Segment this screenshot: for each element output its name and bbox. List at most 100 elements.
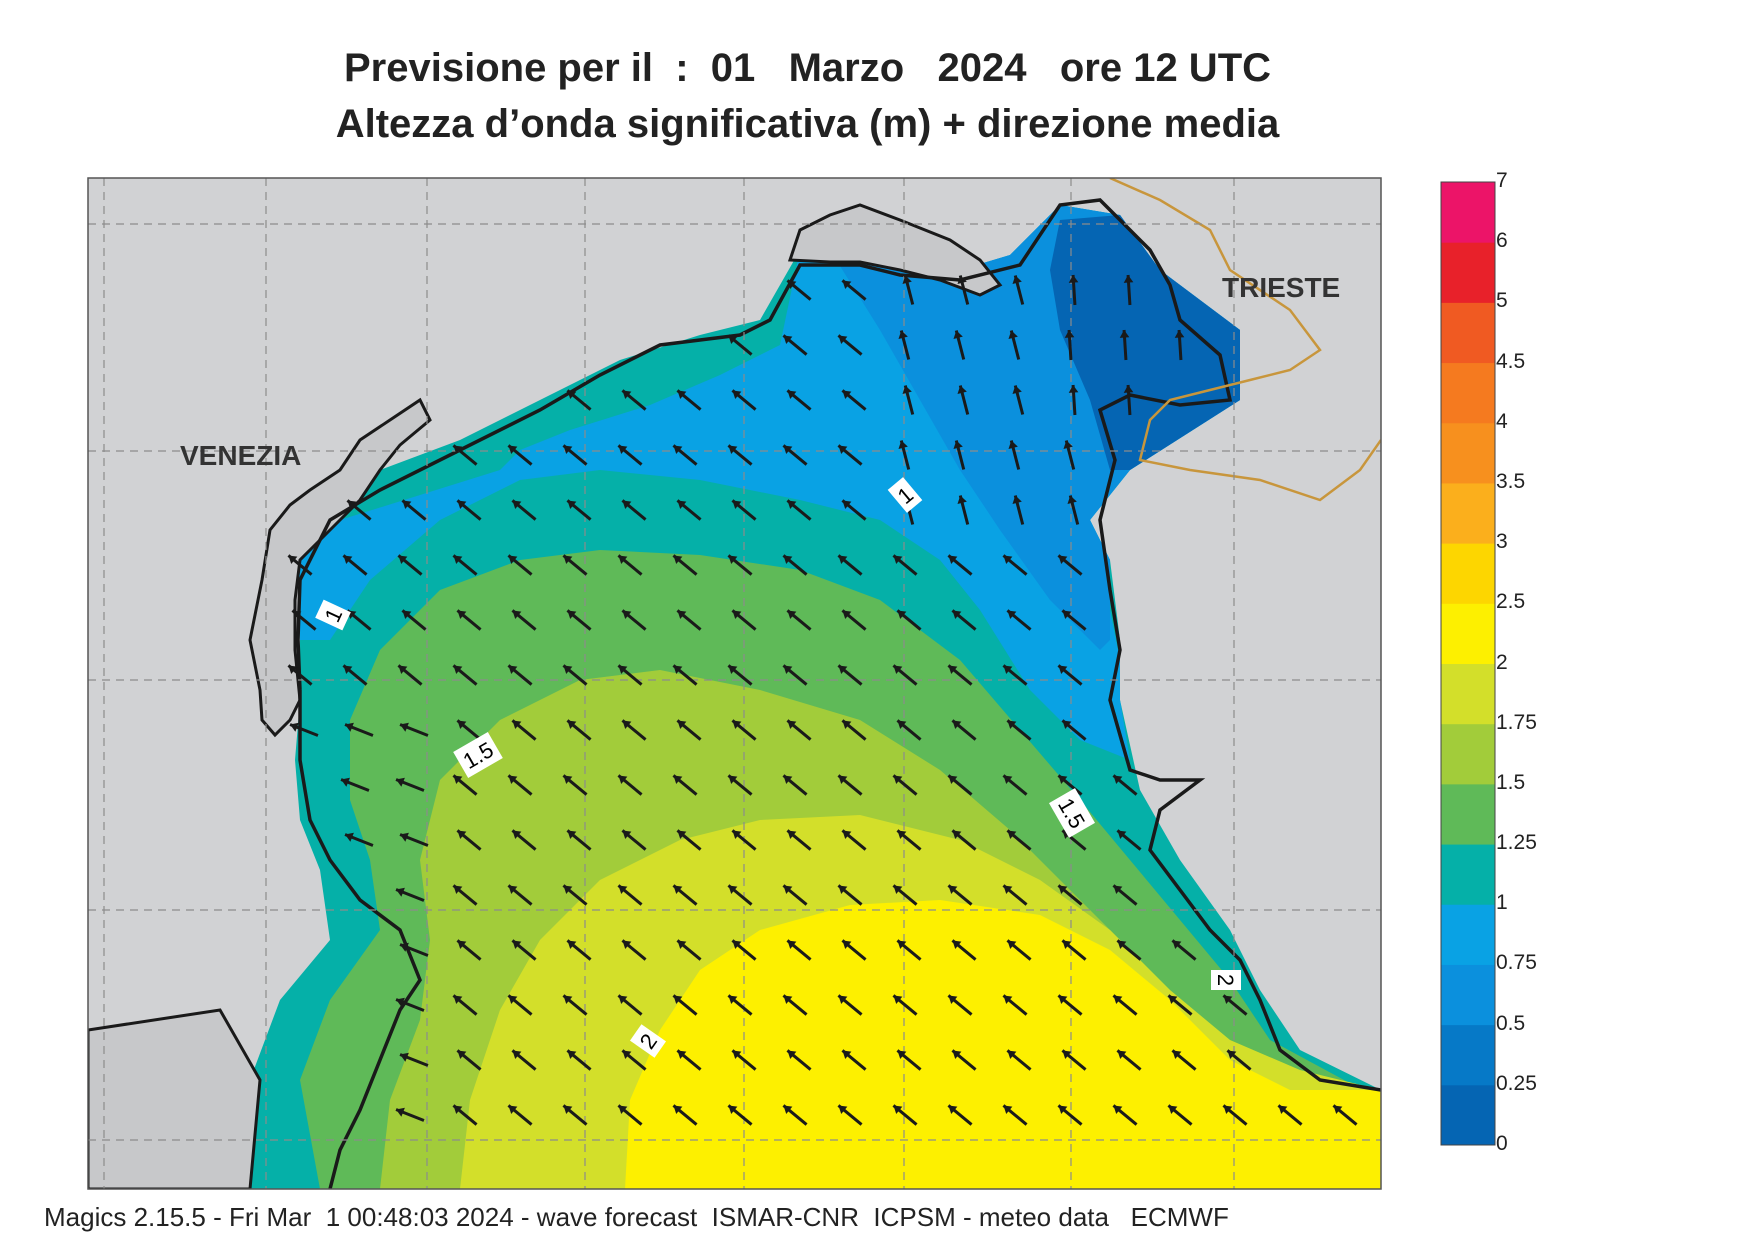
direction-arrow — [1002, 884, 1028, 906]
direction-arrow — [953, 330, 966, 360]
direction-arrow — [1061, 609, 1087, 631]
direction-arrow — [399, 942, 429, 957]
direction-arrow — [782, 444, 808, 466]
direction-arrow — [841, 279, 867, 301]
colorbar-swatch — [1441, 1024, 1495, 1086]
colorbar-swatch — [1441, 1084, 1495, 1146]
colorbar-swatch — [1441, 543, 1495, 604]
direction-arrow — [676, 1049, 702, 1071]
direction-arrow — [786, 829, 812, 851]
direction-arrow — [837, 554, 863, 576]
direction-arrow — [892, 884, 918, 906]
direction-arrow — [507, 554, 533, 576]
colorbar-tick-label: 2 — [1496, 650, 1508, 674]
colorbar-swatch — [1441, 603, 1495, 664]
country-border — [1109, 178, 1381, 502]
direction-arrow — [947, 1104, 973, 1126]
direction-arrow — [346, 499, 372, 521]
direction-arrow — [511, 1049, 537, 1071]
direction-arrow — [902, 275, 915, 305]
map-frame — [87, 177, 1382, 1190]
direction-arrow — [287, 554, 313, 576]
direction-arrow — [727, 774, 753, 796]
direction-arrow — [1006, 1049, 1032, 1071]
direction-arrow — [727, 444, 753, 466]
direction-arrow — [841, 499, 867, 521]
direction-arrow — [898, 330, 911, 360]
direction-arrow — [621, 499, 647, 521]
direction-arrow — [782, 554, 808, 576]
direction-arrow — [456, 939, 482, 961]
direction-arrow — [395, 777, 425, 792]
direction-arrow — [1002, 664, 1028, 686]
direction-arrow — [1116, 939, 1142, 961]
direction-arrow — [947, 994, 973, 1016]
direction-arrow — [1068, 384, 1079, 416]
direction-arrow — [727, 994, 753, 1016]
direction-arrow — [452, 774, 478, 796]
direction-arrow — [401, 499, 427, 521]
direction-arrow — [1057, 994, 1083, 1016]
direction-arrow — [617, 994, 643, 1016]
direction-arrow — [1332, 1104, 1358, 1126]
direction-arrow — [1222, 1104, 1248, 1126]
direction-arrow — [837, 774, 863, 796]
direction-arrow — [1277, 1104, 1303, 1126]
direction-arrow — [452, 1104, 478, 1126]
colorbar-tick-label: 0.25 — [1496, 1071, 1537, 1095]
direction-arrow — [837, 994, 863, 1016]
direction-arrow — [1167, 994, 1193, 1016]
direction-arrow — [1112, 884, 1138, 906]
direction-arrow — [837, 1104, 863, 1126]
direction-arrow — [1123, 384, 1134, 416]
direction-arrow — [676, 829, 702, 851]
direction-arrow — [896, 939, 922, 961]
direction-arrow — [731, 719, 757, 741]
colorbar-tick-label: 1 — [1496, 891, 1508, 915]
coastline-south — [298, 690, 422, 1189]
footer-credits: Magics 2.15.5 - Fri Mar 1 00:48:03 2024 … — [44, 1202, 1229, 1232]
colorbar-swatch — [1441, 723, 1495, 785]
direction-arrow — [452, 664, 478, 686]
direction-arrow — [1061, 719, 1087, 741]
direction-arrow — [1171, 939, 1197, 961]
direction-arrow — [511, 939, 537, 961]
direction-arrow — [786, 279, 812, 301]
direction-arrow — [452, 884, 478, 906]
direction-arrow — [672, 1104, 698, 1126]
direction-arrow — [782, 884, 808, 906]
direction-arrow — [727, 884, 753, 906]
colorbar-swatch — [1441, 422, 1495, 484]
direction-arrow — [397, 664, 423, 686]
direction-arrow — [1006, 939, 1032, 961]
direction-arrow — [1012, 275, 1025, 305]
direction-arrow — [566, 829, 592, 851]
colorbar-swatch — [1441, 482, 1495, 544]
direction-arrow — [947, 664, 973, 686]
colorbar-swatch — [1441, 242, 1495, 303]
direction-arrow — [841, 609, 867, 631]
direction-arrow — [1006, 829, 1032, 851]
colorbar-tick-label: 5 — [1496, 289, 1508, 313]
direction-arrow — [951, 939, 977, 961]
direction-arrow — [566, 499, 592, 521]
direction-arrow — [452, 444, 478, 466]
direction-arrow — [782, 994, 808, 1016]
direction-arrow — [1171, 1049, 1197, 1071]
direction-arrow — [672, 884, 698, 906]
direction-arrow — [456, 1049, 482, 1071]
direction-arrow — [676, 939, 702, 961]
direction-arrow — [621, 719, 647, 741]
direction-arrow — [786, 939, 812, 961]
direction-arrow — [896, 829, 922, 851]
direction-arrow — [456, 499, 482, 521]
direction-arrow — [727, 334, 753, 356]
direction-arrow — [395, 997, 425, 1012]
colorbar-tick-label: 1.75 — [1496, 710, 1537, 734]
direction-arrow — [786, 609, 812, 631]
colorbar-swatch — [1441, 663, 1495, 725]
direction-arrow — [617, 664, 643, 686]
direction-arrow — [617, 884, 643, 906]
direction-arrow — [786, 499, 812, 521]
direction-arrow — [892, 994, 918, 1016]
